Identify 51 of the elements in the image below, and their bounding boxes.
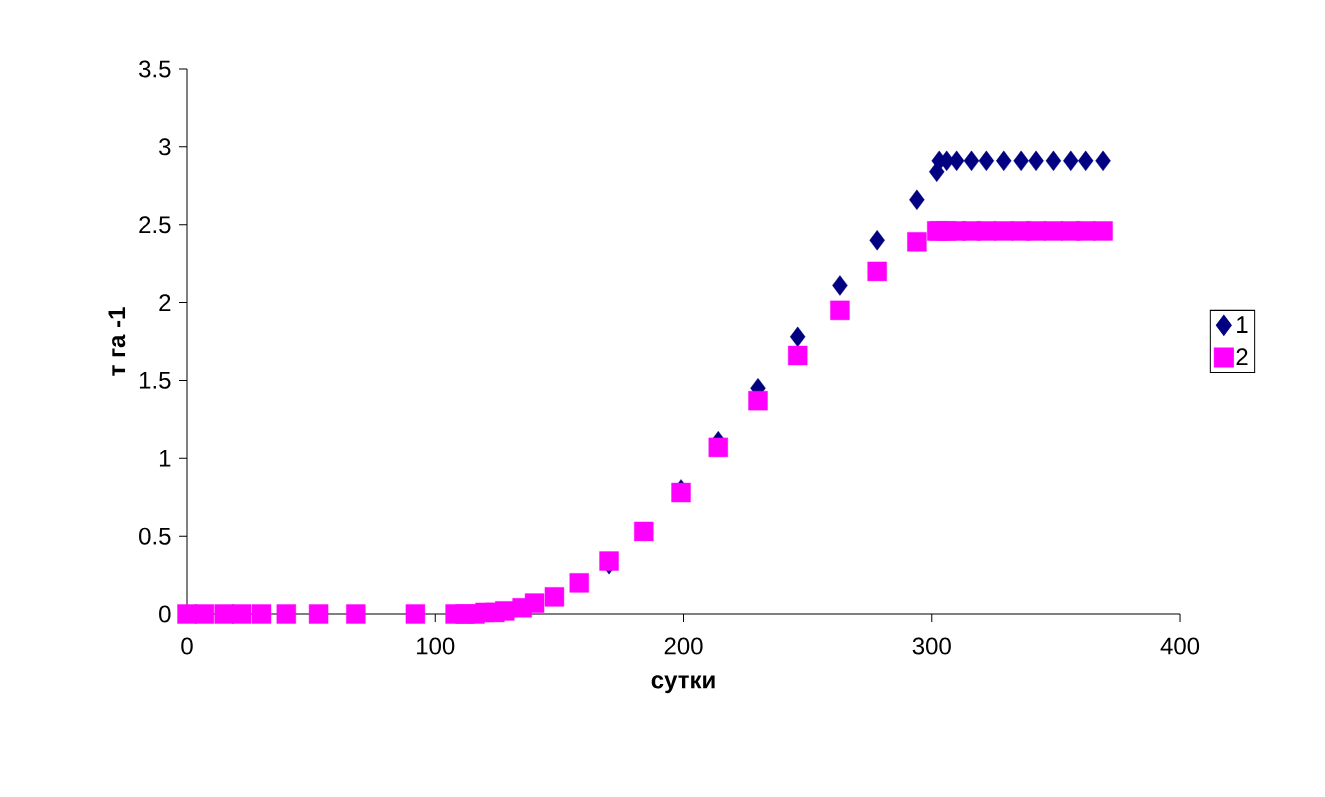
point xyxy=(830,300,850,321)
point xyxy=(308,604,329,624)
point xyxy=(634,521,654,542)
y-tick-label: 0.5 xyxy=(139,527,171,545)
point xyxy=(909,189,925,210)
point xyxy=(194,604,215,624)
y-tick-label: 3.5 xyxy=(139,60,171,78)
x-tick-label: 400 xyxy=(1160,637,1200,655)
point xyxy=(495,601,515,621)
point xyxy=(599,551,619,571)
point xyxy=(869,230,885,251)
point xyxy=(1077,150,1094,172)
point xyxy=(569,573,589,593)
point xyxy=(788,345,808,366)
point xyxy=(978,150,995,172)
y-tick-label: 1 xyxy=(159,450,171,467)
point xyxy=(544,587,565,607)
point xyxy=(251,604,272,624)
point xyxy=(524,593,545,613)
point xyxy=(907,232,927,252)
point xyxy=(948,150,965,172)
x-tick-label: 100 xyxy=(417,637,455,655)
y-tick-label: 2 xyxy=(159,294,171,311)
point xyxy=(708,437,728,458)
point xyxy=(996,150,1012,172)
y-tick-label: 2.5 xyxy=(139,216,171,234)
point xyxy=(867,261,887,282)
point xyxy=(1093,221,1113,241)
point xyxy=(790,326,806,348)
y-axis-title: т га -1 xyxy=(108,307,126,376)
point xyxy=(1028,150,1044,172)
point xyxy=(231,604,252,624)
x-axis-title: сутки xyxy=(651,675,715,694)
x-tick-label: 300 xyxy=(912,637,951,655)
point xyxy=(346,604,366,624)
point xyxy=(276,604,297,624)
point xyxy=(405,604,426,624)
point xyxy=(832,275,848,296)
legend-label: 2 xyxy=(1236,348,1248,366)
x-tick-label: 0 xyxy=(181,637,193,655)
point xyxy=(1045,150,1062,172)
y-tick-label: 0 xyxy=(159,605,171,623)
y-tick-label: 3 xyxy=(159,138,171,156)
legend-label: 1 xyxy=(1237,316,1248,333)
point xyxy=(1095,150,1111,172)
point xyxy=(1063,150,1079,172)
point xyxy=(1013,150,1029,172)
y-tick-label: 1.5 xyxy=(139,372,171,389)
x-tick-label: 200 xyxy=(664,637,703,655)
point xyxy=(963,150,980,172)
point xyxy=(748,390,768,411)
